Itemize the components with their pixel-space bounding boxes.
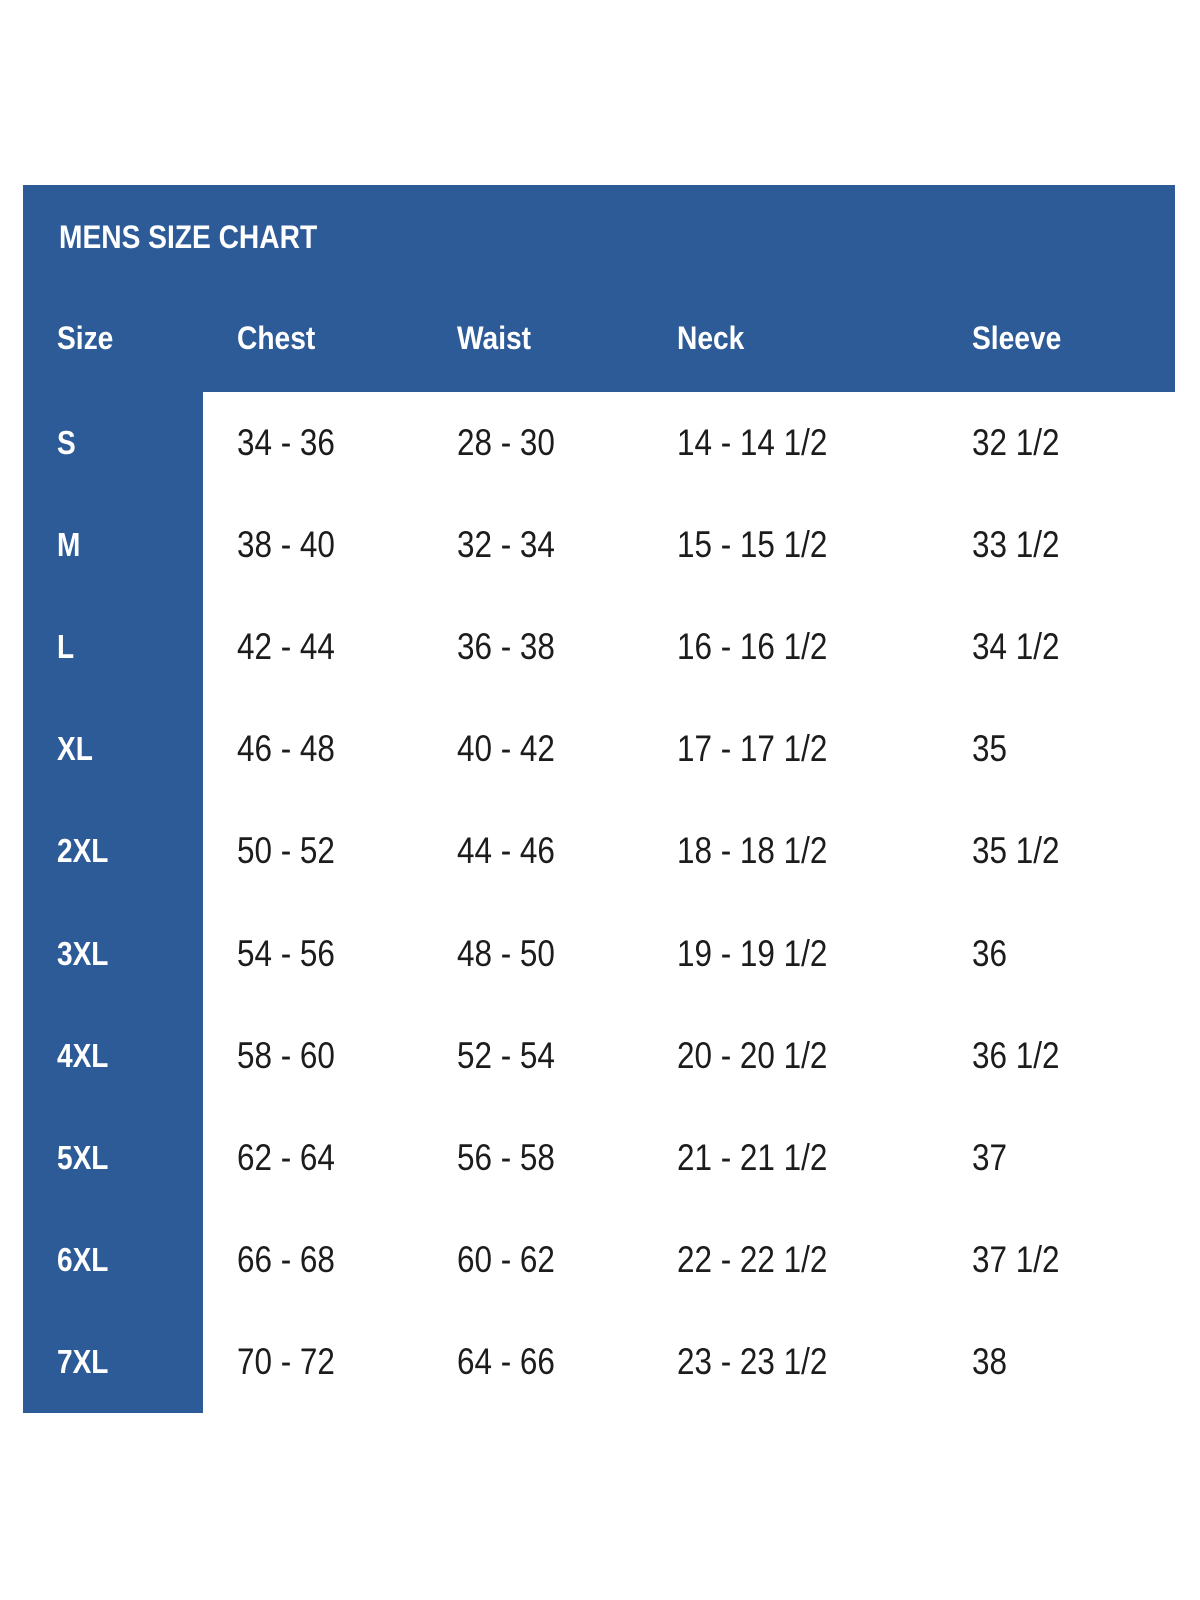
mens-size-chart-table: S 34 - 36 28 - 30 14 - 14 1/2 32 1/2 M 3…	[23, 392, 1175, 1413]
column-header-size: Size	[57, 320, 114, 356]
waist-cell: 48 - 50	[423, 902, 643, 1005]
chest-cell: 50 - 52	[203, 800, 423, 903]
neck-cell: 21 - 21 1/2	[643, 1106, 938, 1209]
neck-cell: 19 - 19 1/2	[643, 902, 938, 1005]
neck-cell: 16 - 16 1/2	[643, 596, 938, 699]
size-chart-header: MENS SIZE CHART Size Chest Waist Neck Sl…	[23, 185, 1175, 392]
waist-cell: 64 - 66	[423, 1310, 643, 1413]
sleeve-cell: 32 1/2	[938, 392, 1175, 495]
chest-cell: 38 - 40	[203, 494, 423, 597]
size-cell: 2XL	[23, 800, 203, 903]
column-header-chest: Chest	[237, 320, 316, 356]
sleeve-cell: 35	[938, 698, 1175, 801]
chart-title: MENS SIZE CHART	[59, 219, 318, 255]
sleeve-cell: 36	[938, 902, 1175, 1005]
table-row: L 42 - 44 36 - 38 16 - 16 1/2 34 1/2	[23, 596, 1175, 699]
chest-cell: 46 - 48	[203, 698, 423, 801]
table-row: 7XL 70 - 72 64 - 66 23 - 23 1/2 38	[23, 1310, 1175, 1413]
neck-cell: 23 - 23 1/2	[643, 1310, 938, 1413]
waist-cell: 32 - 34	[423, 494, 643, 597]
neck-cell: 15 - 15 1/2	[643, 494, 938, 597]
column-header-neck: Neck	[677, 320, 745, 356]
chest-cell: 62 - 64	[203, 1106, 423, 1209]
size-cell: 6XL	[23, 1208, 203, 1311]
sleeve-cell: 37	[938, 1106, 1175, 1209]
sleeve-cell: 35 1/2	[938, 800, 1175, 903]
column-header-sleeve: Sleeve	[972, 320, 1062, 356]
table-row: S 34 - 36 28 - 30 14 - 14 1/2 32 1/2	[23, 392, 1175, 495]
waist-cell: 56 - 58	[423, 1106, 643, 1209]
sleeve-cell: 37 1/2	[938, 1208, 1175, 1311]
column-header-row: Size Chest Waist Neck Sleeve	[23, 316, 1175, 360]
waist-cell: 52 - 54	[423, 1004, 643, 1107]
chest-cell: 70 - 72	[203, 1310, 423, 1413]
size-cell: 5XL	[23, 1106, 203, 1209]
neck-cell: 20 - 20 1/2	[643, 1004, 938, 1107]
waist-cell: 44 - 46	[423, 800, 643, 903]
waist-cell: 60 - 62	[423, 1208, 643, 1311]
table-row: 2XL 50 - 52 44 - 46 18 - 18 1/2 35 1/2	[23, 800, 1175, 903]
chest-cell: 54 - 56	[203, 902, 423, 1005]
size-cell: 4XL	[23, 1004, 203, 1107]
neck-cell: 22 - 22 1/2	[643, 1208, 938, 1311]
sleeve-cell: 36 1/2	[938, 1004, 1175, 1107]
chest-cell: 66 - 68	[203, 1208, 423, 1311]
table-row: 4XL 58 - 60 52 - 54 20 - 20 1/2 36 1/2	[23, 1004, 1175, 1107]
size-chart-panel: MENS SIZE CHART Size Chest Waist Neck Sl…	[23, 185, 1175, 1413]
table-row: M 38 - 40 32 - 34 15 - 15 1/2 33 1/2	[23, 494, 1175, 597]
table-row: XL 46 - 48 40 - 42 17 - 17 1/2 35	[23, 698, 1175, 801]
sleeve-cell: 34 1/2	[938, 596, 1175, 699]
table-row: 5XL 62 - 64 56 - 58 21 - 21 1/2 37	[23, 1106, 1175, 1209]
waist-cell: 28 - 30	[423, 392, 643, 495]
table-row: 6XL 66 - 68 60 - 62 22 - 22 1/2 37 1/2	[23, 1208, 1175, 1311]
size-cell: L	[23, 596, 203, 699]
waist-cell: 40 - 42	[423, 698, 643, 801]
chest-cell: 42 - 44	[203, 596, 423, 699]
neck-cell: 17 - 17 1/2	[643, 698, 938, 801]
size-cell: 7XL	[23, 1310, 203, 1413]
size-cell: XL	[23, 698, 203, 801]
chest-cell: 58 - 60	[203, 1004, 423, 1107]
column-header-waist: Waist	[457, 320, 532, 356]
sleeve-cell: 38	[938, 1310, 1175, 1413]
neck-cell: 14 - 14 1/2	[643, 392, 938, 495]
size-cell: 3XL	[23, 902, 203, 1005]
table-row: 3XL 54 - 56 48 - 50 19 - 19 1/2 36	[23, 902, 1175, 1005]
size-cell: S	[23, 392, 203, 495]
sleeve-cell: 33 1/2	[938, 494, 1175, 597]
size-cell: M	[23, 494, 203, 597]
neck-cell: 18 - 18 1/2	[643, 800, 938, 903]
chest-cell: 34 - 36	[203, 392, 423, 495]
waist-cell: 36 - 38	[423, 596, 643, 699]
